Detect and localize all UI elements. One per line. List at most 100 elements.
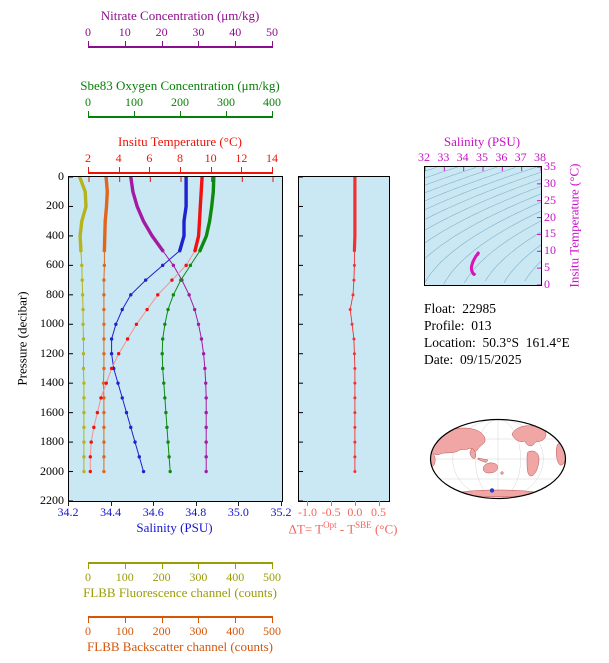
delta-t-tick-mark [354,501,356,506]
tick-mark [241,167,243,172]
ts-temperature-tick-label: 0 [544,277,550,291]
tick-mark [272,111,273,116]
tick-label: 4 [115,151,122,165]
tick-mark [161,41,163,46]
tick-mark [118,167,120,172]
info-profile: Profile: 013 [424,318,492,333]
fluorescence-axis-label: FLBB Fluorescence channel (counts) [83,585,277,600]
tick-label: 200 [152,624,171,638]
tick-mark [124,564,126,569]
tick-mark [272,167,273,172]
main-profile-plot [68,176,283,502]
pressure-tick-label: 1400 [40,375,64,390]
tick-mark [88,564,89,569]
tick-mark [161,618,163,623]
ts-diagram-canvas [425,167,541,285]
tick-label: 6 [146,151,153,165]
pressure-tick-label: 1800 [40,434,64,449]
pressure-tick-label: 2000 [40,463,64,478]
series-nitrate-concentration [129,177,208,474]
tick-label: 2 [85,151,91,165]
delta-t-tick-label: 0.0 [347,505,363,519]
tick-mark [198,618,200,623]
tick-mark [198,41,200,46]
series-flbb-fluorescence-channel [77,177,88,474]
delta-t-tick-label: -0.5 [321,505,341,519]
tick-label: 400 [226,570,245,584]
tick-mark [88,618,89,623]
info-date: Date: 09/15/2025 [424,352,522,367]
world-map [428,418,568,500]
tick-label: 300 [189,624,208,638]
tick-mark [88,111,89,116]
pressure-tick-label: 200 [46,198,64,213]
ts-salinity-tick-label: 38 [534,150,546,164]
salinity-tick-mark [195,501,197,506]
ts-temperature-tick-label: 5 [544,260,550,275]
pressure-tick-label: 600 [46,257,64,272]
delta-t-tick-label: -1.0 [297,505,317,519]
axis-line [88,562,273,564]
salinity-tick-mark [153,501,155,506]
tick-label: 12 [235,151,248,165]
tick-mark [180,167,181,172]
delta-t-canvas [299,177,357,501]
nitrate-axis-label: Nitrate Concentration (μm/kg) [100,8,260,23]
delta-label-sup-sbe: SBE [355,520,372,530]
tick-label: 10 [118,25,131,39]
tick-label: 100 [125,95,143,109]
tick-label: 14 [266,151,278,165]
salinity-tick-label: 34.4 [100,505,122,519]
tick-label: 100 [115,570,134,584]
tick-mark [124,41,126,46]
series-salinity [109,177,188,474]
tick-label: 30 [192,25,205,39]
tick-mark [180,111,181,116]
ts-salinity-tick-label: 32 [418,150,430,164]
tick-mark [235,618,237,623]
tick-label: 0 [85,624,91,638]
pressure-tick-label: 2200 [40,493,64,507]
tick-mark [161,564,163,569]
tick-label: 0 [85,25,91,39]
world-map-canvas [429,418,567,500]
backscatter-axis-label: FLBB Backscatter channel (counts) [87,639,273,654]
delta-label-sup-opt: Opt [323,520,337,530]
float-position-marker [489,488,495,493]
tick-mark [88,167,89,172]
tick-label: 200 [171,95,189,109]
nitrate-axis: Nitrate Concentration (μm/kg) 0 10 20 30 40 5… [0,8,609,56]
tick-mark [235,564,237,569]
tick-label: 300 [189,570,208,584]
delta-t-tick-mark [378,501,380,506]
tick-mark [88,41,89,46]
delta-label-suffix: (°C) [371,521,398,537]
tick-label: 500 [263,624,281,638]
tick-mark [198,564,200,569]
pressure-tick-label: 1600 [40,404,64,419]
delta-t-axis-label: ΔT= TOpt - TSBE (°C) [283,520,403,537]
tick-mark [124,618,126,623]
ts-temperature-axis-label: Insitu Temperature (°C) [566,163,582,288]
delta-t-tick-mark [307,501,309,506]
delta-t-plot [298,176,390,502]
salinity-tick-label: 34.8 [185,505,207,519]
tick-label: 40 [229,25,242,39]
pressure-tick-label: 1200 [40,345,64,360]
tick-mark [272,41,273,46]
tick-label: 10 [204,151,217,165]
ts-salinity-tick-label: 34 [456,150,469,164]
ts-temperature-tick-label: 35 [544,159,556,173]
tick-label: 400 [226,624,245,638]
ts-salinity-tick-label: 36 [495,150,508,164]
salinity-tick-label: 35.2 [270,505,292,519]
tick-label: 20 [155,25,168,39]
pressure-tick-label: 1000 [40,316,64,331]
salinity-tick-label: 35.0 [227,505,249,519]
pressure-tick-label: 800 [46,286,64,301]
ts-temperature-tick-label: 30 [544,175,556,190]
tick-label: 400 [263,95,281,109]
salinity-tick-label: 34.2 [57,505,79,519]
tick-label: 0 [85,95,91,109]
